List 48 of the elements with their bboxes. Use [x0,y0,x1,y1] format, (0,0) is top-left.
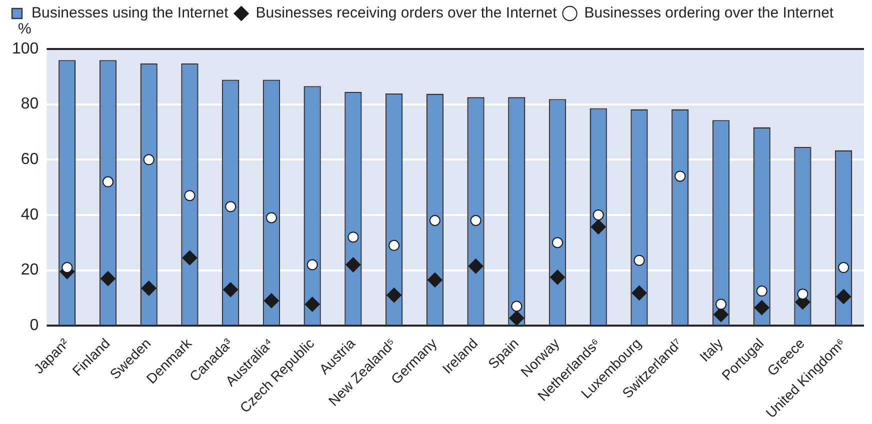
point [306,259,318,270]
legend-label: Businesses ordering over the Internet [584,4,834,22]
point [100,271,116,286]
point [797,288,808,300]
point [184,190,196,202]
legend-label: Businesses receiving orders over the Internet [256,4,558,22]
point [429,215,440,226]
point [141,280,156,296]
point [509,310,524,326]
point [552,237,564,248]
y-tick-label: 0 [30,317,39,334]
point [511,300,522,312]
point [348,232,359,243]
point [836,289,852,304]
point [468,258,484,274]
point [388,240,400,251]
point [102,176,114,188]
point [386,288,402,303]
point [715,298,726,310]
point [225,201,236,212]
point [266,212,277,224]
point [674,170,686,182]
point [264,293,279,308]
point [304,296,320,312]
point [550,270,566,285]
point [756,286,768,297]
legend-label: Businesses using the Internet [32,4,230,22]
y-tick-label: 100 [12,40,39,58]
point [143,154,154,166]
point [634,254,645,266]
point [470,215,482,226]
point [223,282,238,298]
point [346,257,361,272]
x-tick-label: Italy [696,335,726,365]
point [62,262,73,274]
point [590,219,606,234]
point [592,209,604,220]
y-tick-label: 60 [20,151,39,168]
y-tick-label: 40 [20,206,39,224]
point [632,285,647,300]
y-tick-label: 20 [20,262,39,279]
y-tick-label: 80 [20,96,39,113]
point [754,300,770,316]
point [713,307,728,322]
point [427,272,442,288]
point [838,262,850,274]
y-axis-title: % [18,20,32,38]
point [182,250,198,266]
